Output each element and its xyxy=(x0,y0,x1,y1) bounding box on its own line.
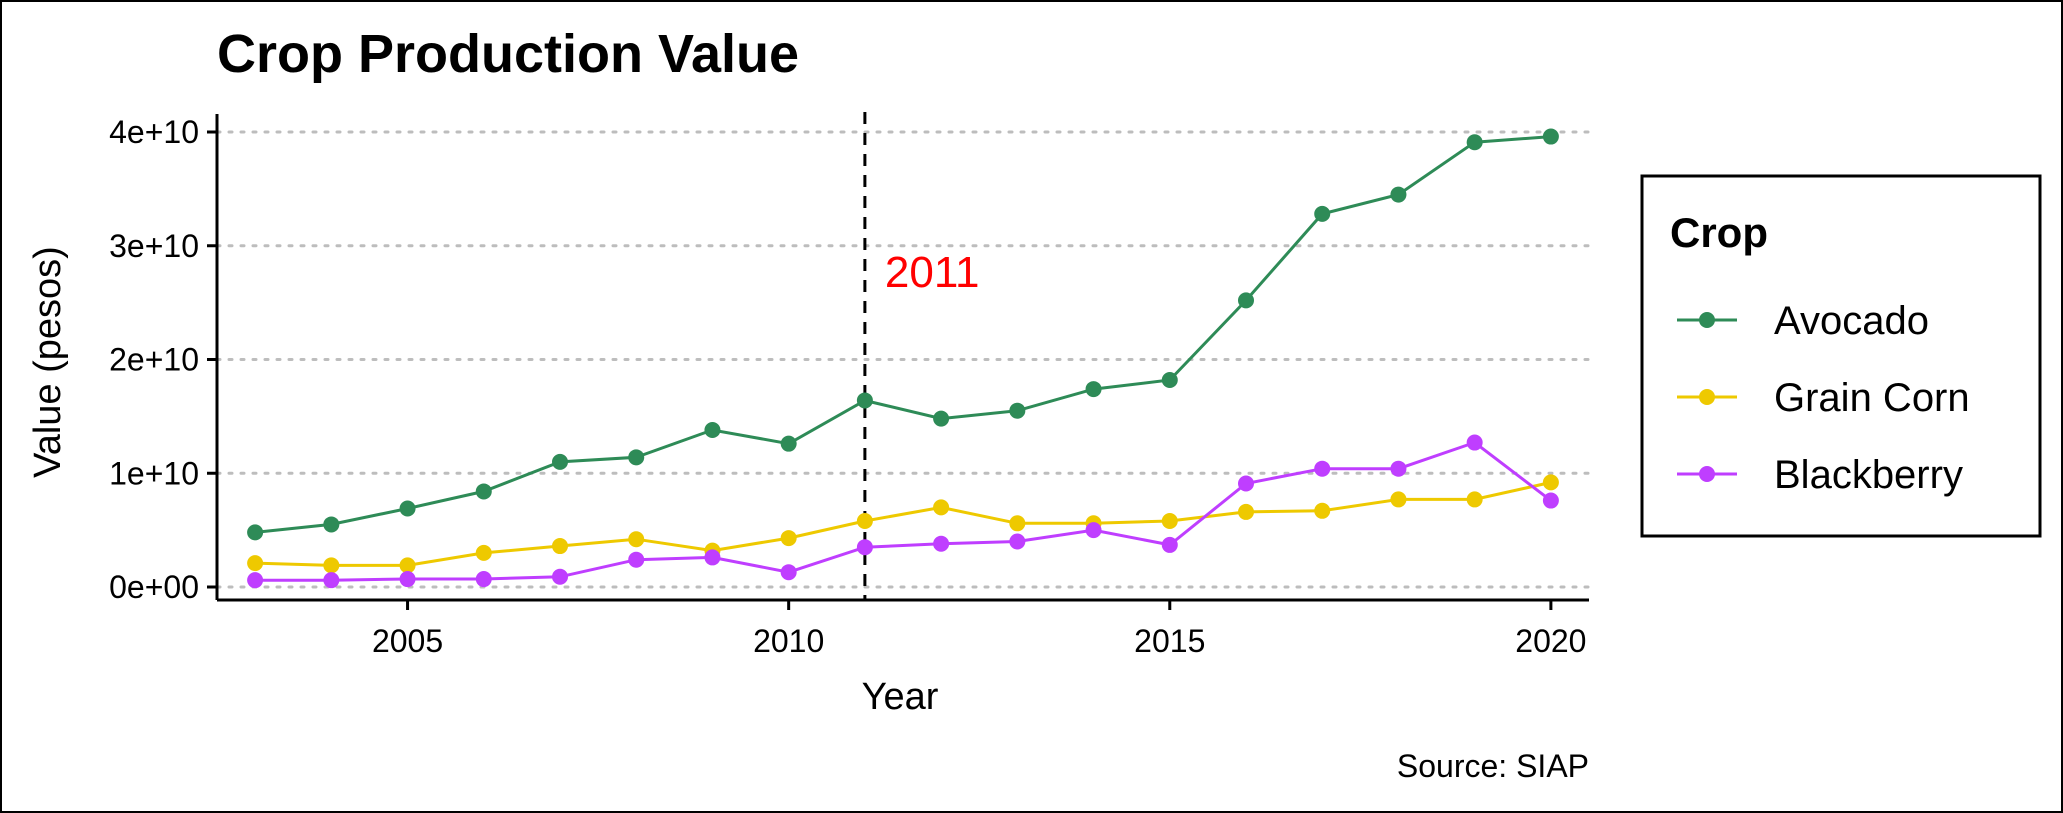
data-point-grain-corn-2007 xyxy=(552,538,568,555)
data-point-grain-corn-2010 xyxy=(780,530,797,547)
data-point-grain-corn-2018 xyxy=(1390,491,1407,508)
series-line-avocado xyxy=(254,135,1552,534)
y-tick-label-0: 0e+00 xyxy=(109,569,199,605)
data-point-blackberry-2011 xyxy=(856,539,873,556)
data-point-grain-corn-2011 xyxy=(856,513,873,530)
data-point-avocado-2020 xyxy=(1542,128,1559,145)
data-point-blackberry-2007 xyxy=(552,568,568,585)
legend-marker-avocado xyxy=(1699,312,1715,328)
legend-label-blackberry: Blackberry xyxy=(1774,453,1963,497)
data-point-grain-corn-2020 xyxy=(1542,474,1559,491)
data-point-blackberry-2016 xyxy=(1238,475,1254,492)
data-point-avocado-2018 xyxy=(1390,186,1407,203)
chart-title: Crop Production Value xyxy=(217,24,799,84)
data-point-grain-corn-2006 xyxy=(475,544,492,561)
gridlines xyxy=(215,130,1591,589)
data-point-grain-corn-2013 xyxy=(1009,515,1026,532)
data-point-grain-corn-2015 xyxy=(1161,513,1178,530)
data-point-avocado-2016 xyxy=(1238,292,1254,309)
y-axis-title: Value (pesos) xyxy=(27,246,69,478)
data-point-avocado-2004 xyxy=(323,516,340,533)
data-point-avocado-2013 xyxy=(1009,402,1026,419)
data-point-blackberry-2018 xyxy=(1390,460,1407,477)
data-point-avocado-2010 xyxy=(780,435,797,452)
data-point-avocado-2017 xyxy=(1314,205,1331,222)
data-point-avocado-2008 xyxy=(628,449,645,466)
legend-marker-blackberry xyxy=(1699,466,1715,482)
data-point-avocado-2003 xyxy=(247,524,264,541)
x-axis-title: Year xyxy=(862,676,939,718)
data-point-avocado-2019 xyxy=(1466,134,1483,151)
axes: 0e+00 1e+10 2e+10 3e+10 4e+10 2005 2010 2015 202… xyxy=(109,114,1589,659)
data-point-blackberry-2019 xyxy=(1466,434,1483,451)
legend: Crop Avocado Grain Corn Blackberry xyxy=(1640,174,2042,538)
x-tick-label-0: 2005 xyxy=(372,623,443,659)
data-point-grain-corn-2003 xyxy=(247,555,264,572)
legend-marker-grain-corn xyxy=(1699,389,1715,405)
data-point-grain-corn-2005 xyxy=(399,557,416,574)
data-point-blackberry-2005 xyxy=(399,571,416,588)
data-point-blackberry-2012 xyxy=(933,535,950,552)
data-point-avocado-2014 xyxy=(1085,381,1102,398)
data-point-grain-corn-2012 xyxy=(933,499,950,516)
data-point-blackberry-2010 xyxy=(780,564,797,581)
legend-label-avocado: Avocado xyxy=(1774,299,1929,343)
data-point-grain-corn-2004 xyxy=(323,557,340,574)
data-point-blackberry-2006 xyxy=(475,571,492,588)
caption: Source: SIAP xyxy=(1397,748,1589,784)
y-tick-label-3: 3e+10 xyxy=(109,228,199,264)
data-point-blackberry-2014 xyxy=(1085,522,1102,539)
data-point-blackberry-2017 xyxy=(1314,460,1331,477)
data-point-grain-corn-2008 xyxy=(628,531,645,548)
data-point-avocado-2007 xyxy=(552,453,568,470)
data-point-avocado-2015 xyxy=(1161,371,1178,388)
data-point-blackberry-2008 xyxy=(628,551,645,568)
data-point-blackberry-2004 xyxy=(323,572,340,589)
x-tick-label-1: 2010 xyxy=(753,623,824,659)
series-group xyxy=(247,128,1559,589)
x-tick-label-3: 2020 xyxy=(1515,623,1586,659)
reference-line-group: 2011 xyxy=(863,112,980,600)
legend-label-grain-corn: Grain Corn xyxy=(1774,376,1970,420)
data-point-avocado-2011 xyxy=(856,392,873,409)
data-point-avocado-2009 xyxy=(704,422,721,439)
y-tick-label-1: 1e+10 xyxy=(109,455,199,491)
y-tick-label-4: 4e+10 xyxy=(109,114,199,150)
data-point-blackberry-2013 xyxy=(1009,533,1026,550)
data-point-grain-corn-2019 xyxy=(1466,491,1483,508)
data-point-avocado-2012 xyxy=(933,410,950,427)
data-point-avocado-2006 xyxy=(475,483,492,500)
x-tick-label-2: 2015 xyxy=(1134,623,1205,659)
series-line-grain-corn xyxy=(255,480,1552,567)
data-point-grain-corn-2016 xyxy=(1238,503,1254,520)
data-point-grain-corn-2017 xyxy=(1314,502,1331,519)
data-point-blackberry-2003 xyxy=(247,572,264,589)
legend-title: Crop xyxy=(1670,209,1768,256)
y-tick-label-2: 2e+10 xyxy=(109,342,199,378)
data-point-blackberry-2009 xyxy=(704,549,721,566)
data-point-blackberry-2020 xyxy=(1542,492,1559,509)
data-point-avocado-2005 xyxy=(399,500,416,517)
reference-line-label: 2011 xyxy=(885,248,980,297)
data-point-blackberry-2015 xyxy=(1161,536,1178,553)
series-line-blackberry xyxy=(255,440,1552,582)
